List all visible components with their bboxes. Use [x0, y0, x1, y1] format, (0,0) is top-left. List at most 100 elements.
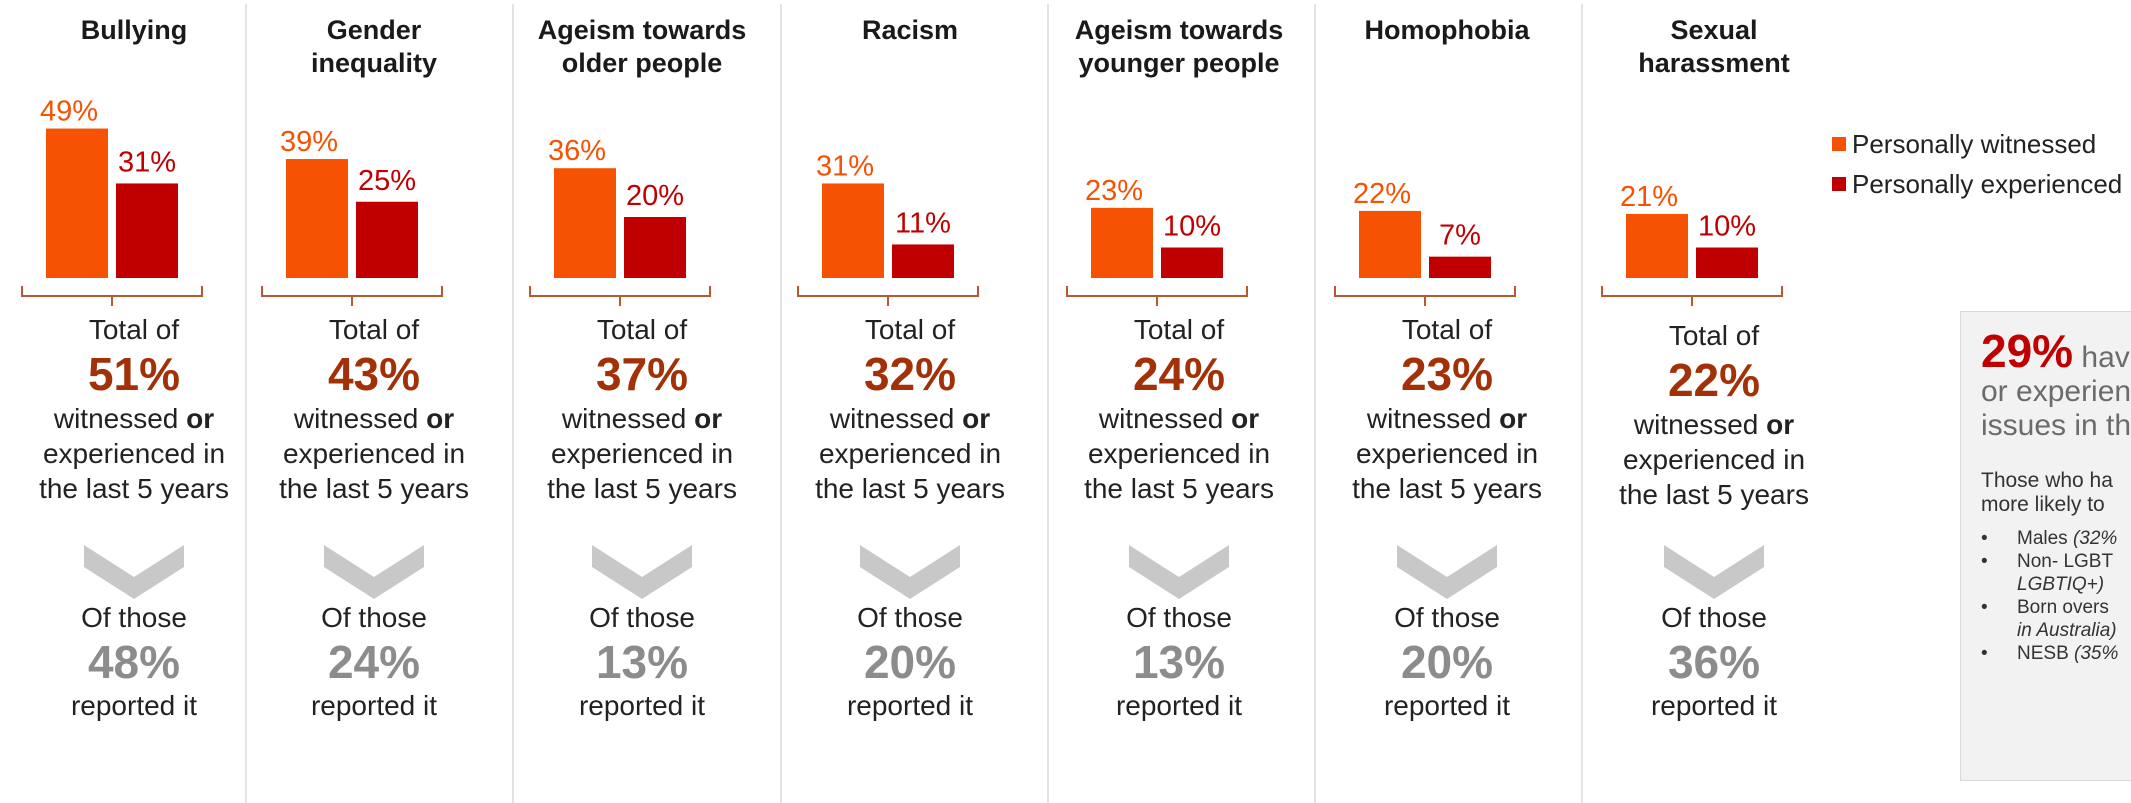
report-block: Of those 13% reported it	[1045, 600, 1313, 724]
total-block: Total of 23% witnessed or experienced in t…	[1313, 313, 1581, 506]
data-label-witnessed: 23%	[1085, 175, 1143, 207]
total-label: Total of	[596, 314, 688, 345]
bar-chart: 49% 31%	[21, 96, 203, 306]
total-label: Total of	[1401, 314, 1493, 345]
chevron-down-icon	[84, 545, 184, 599]
column-divider	[512, 4, 514, 803]
total-description: witnessed or experienced in the last 5 yea…	[279, 403, 469, 504]
chevron-down-icon	[324, 545, 424, 599]
data-label-witnessed: 31%	[816, 150, 874, 182]
report-percent: 20%	[1400, 636, 1494, 688]
bar-experienced	[892, 244, 954, 278]
bracket	[261, 286, 443, 306]
bar-chart: 31% 11%	[797, 150, 979, 306]
panel-bullying: Bullying 49% 31% Total of 51% witnessed o…	[0, 0, 268, 803]
report-block: Of those 20% reported it	[1313, 600, 1581, 724]
total-percent: 22%	[1667, 354, 1761, 406]
report-percent: 24%	[327, 636, 421, 688]
chevron-down-icon	[860, 545, 960, 599]
report-percent: 20%	[863, 636, 957, 688]
chevron-down-icon	[592, 545, 692, 599]
panel-ageism-younger: Ageism towards younger people 23% 10% Tot…	[1045, 0, 1313, 803]
bar-chart: 23% 10%	[1066, 175, 1248, 306]
bar-witnessed	[1091, 207, 1153, 278]
report-label: Of those	[589, 602, 695, 633]
data-label-witnessed: 39%	[280, 126, 338, 158]
total-percent: 32%	[863, 348, 957, 400]
total-label: Total of	[328, 314, 420, 345]
bar-chart: 39% 25%	[261, 126, 443, 306]
bar-witnessed	[554, 168, 616, 278]
total-label: Total of	[1133, 314, 1225, 345]
report-label: Of those	[81, 602, 187, 633]
total-description: witnessed or experienced in the last 5 yea…	[1619, 409, 1809, 510]
bracket	[529, 286, 711, 306]
bar-experienced	[356, 201, 418, 278]
bar-chart: 22% 7%	[1334, 178, 1516, 306]
data-label-experienced: 10%	[1163, 211, 1221, 243]
legend-item-witnessed: Personally witnessed	[1832, 124, 2122, 164]
bar-witnessed	[822, 183, 884, 278]
total-description: witnessed or experienced in the last 5 yea…	[1084, 403, 1274, 504]
bar-experienced	[116, 183, 178, 278]
bracket	[1601, 286, 1783, 306]
panel-title: Ageism towards younger people	[1074, 15, 1284, 78]
column-divider	[780, 4, 782, 803]
panel-title: Racism	[861, 15, 959, 45]
summary-box: 29% hav or experienc issues in th Those …	[1960, 311, 2131, 781]
panel-title: Bullying	[80, 15, 188, 45]
total-block: Total of 43% witnessed or experienced in t…	[240, 313, 508, 506]
panel-title: Sexual harassment	[1638, 15, 1790, 78]
bar-witnessed	[1359, 210, 1421, 278]
total-block: Total of 51% witnessed or experienced in t…	[0, 313, 268, 506]
report-percent: 36%	[1667, 636, 1761, 688]
bar-witnessed	[46, 128, 108, 278]
summary-headline: 29% hav	[1981, 325, 2130, 377]
total-description: witnessed or experienced in the last 5 yea…	[815, 403, 1005, 504]
data-label-experienced: 11%	[895, 207, 951, 239]
total-label: Total of	[88, 314, 180, 345]
total-description: witnessed or experienced in the last 5 yea…	[1352, 403, 1542, 504]
summary-percent: 29%	[1981, 325, 2074, 377]
list-item: NESB (35%	[1981, 642, 2131, 665]
data-label-experienced: 25%	[358, 165, 416, 197]
report-percent: 13%	[1132, 636, 1226, 688]
report-block: Of those 24% reported it	[240, 600, 508, 724]
data-label-experienced: 20%	[626, 180, 684, 212]
panel-title: Gender inequality	[310, 15, 438, 78]
panel-ageism-older: Ageism towards older people 36% 20% Total…	[508, 0, 776, 803]
bar-experienced	[1696, 247, 1758, 278]
total-description: witnessed or experienced in the last 5 yea…	[547, 403, 737, 504]
bar-chart: 36% 20%	[529, 135, 711, 306]
legend-swatch-experienced	[1832, 177, 1846, 191]
report-subtext: reported it	[310, 690, 438, 721]
summary-line: issues in th	[1981, 409, 2131, 442]
column-divider	[245, 4, 247, 803]
data-label-experienced: 31%	[118, 146, 176, 178]
total-percent: 51%	[87, 348, 181, 400]
bar-chart: 21% 10%	[1601, 181, 1783, 306]
report-subtext: reported it	[578, 690, 706, 721]
total-block: Total of 37% witnessed or experienced in t…	[508, 313, 776, 506]
bar-experienced	[624, 217, 686, 278]
report-subtext: reported it	[1650, 690, 1778, 721]
report-label: Of those	[321, 602, 427, 633]
total-block: Total of 32% witnessed or experienced in t…	[776, 313, 1044, 506]
legend: Personally witnessed Personally experien…	[1832, 124, 2122, 204]
report-subtext: reported it	[1383, 690, 1511, 721]
panel-homophobia: Homophobia 22% 7% Total of 23% witnessed …	[1313, 0, 1581, 803]
data-label-witnessed: 22%	[1353, 178, 1411, 210]
report-subtext: reported it	[70, 690, 198, 721]
report-label: Of those	[1126, 602, 1232, 633]
report-label: Of those	[1661, 602, 1767, 633]
report-label: Of those	[857, 602, 963, 633]
report-subtext: reported it	[1115, 690, 1243, 721]
bracket	[21, 286, 203, 306]
bar-witnessed	[1626, 213, 1688, 278]
chevron-down-icon	[1664, 545, 1764, 599]
panel-sexual-harassment: Sexual harassment 21% 10% Total of 22% wi…	[1580, 0, 1848, 803]
panel-title: Ageism towards older people	[537, 15, 747, 78]
